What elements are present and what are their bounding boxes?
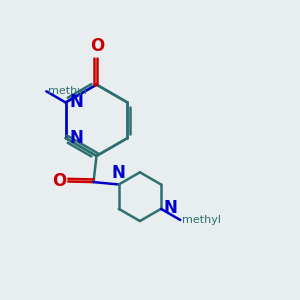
Text: methyl: methyl	[48, 86, 87, 96]
Text: N: N	[164, 199, 177, 217]
Text: O: O	[52, 172, 66, 190]
Text: O: O	[90, 38, 104, 56]
Text: N: N	[69, 93, 83, 111]
Text: N: N	[69, 129, 83, 147]
Text: methyl: methyl	[182, 215, 221, 225]
Text: N: N	[111, 164, 125, 181]
